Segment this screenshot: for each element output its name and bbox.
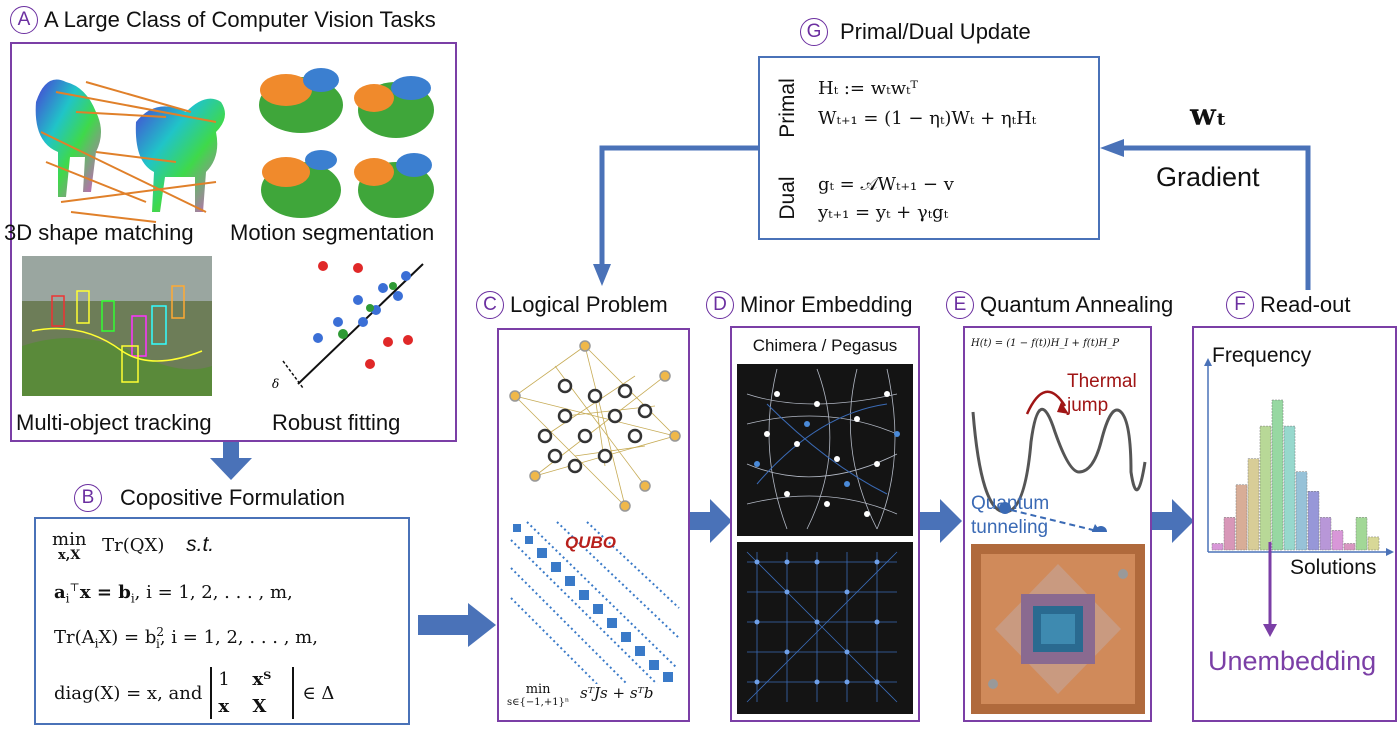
arrow-a-to-b — [210, 442, 252, 480]
robust-fitting-illustration: δ — [272, 261, 424, 391]
c-objective: min s∈{−1,+1}ⁿ sᵀJs + sᵀb — [507, 682, 654, 708]
histogram-bar — [1307, 491, 1320, 551]
histogram-bar — [1211, 543, 1224, 551]
section-c-letter: C — [476, 291, 504, 319]
histogram-bar — [1355, 517, 1368, 551]
section-b-box: min x,X Tr(QX) s.t. ai⊤x = bi, i = 1, 2,… — [34, 517, 410, 725]
histogram-bar — [1319, 517, 1332, 551]
f-xlabel: Solutions — [1290, 556, 1377, 579]
arrow-d-to-e — [920, 499, 962, 543]
section-f-title: F Read-out — [1226, 291, 1351, 319]
chimera-illustration — [737, 364, 913, 536]
section-g-title: G Primal/Dual Update — [800, 18, 1031, 46]
d-subtitle: Chimera / Pegasus — [752, 336, 898, 355]
gradient-label: Gradient — [1156, 162, 1260, 192]
section-c-title: C Logical Problem — [476, 291, 668, 319]
b-line-constraint-1: ai⊤x = bi, i = 1, 2, . . . , m, — [54, 581, 293, 606]
qubo-label: QUBO — [565, 533, 616, 552]
histogram-bar — [1247, 458, 1260, 551]
histogram-bar — [1235, 484, 1248, 551]
multi-object-tracking-illustration — [22, 256, 212, 396]
b-min: min — [52, 529, 87, 550]
section-f-box: Frequency Solutions Unembedding — [1192, 326, 1397, 722]
readout-histogram — [1204, 358, 1394, 556]
f-unembedding: Unembedding — [1208, 646, 1377, 676]
b-objective: Tr(QX) — [102, 535, 165, 556]
histogram-bar — [1331, 530, 1344, 551]
section-b-title: B Copositive Formulation — [74, 484, 345, 512]
quantum-chip-illustration — [971, 544, 1145, 714]
thermal-jump-label: Thermal jump — [1067, 371, 1137, 416]
task-label-shape-matching: 3D shape matching — [4, 220, 194, 245]
section-e-box: H(t) = (1 − f(t))H_I + f(t)H_P Thermal ju… — [963, 326, 1152, 722]
b-line-objective: min x,X Tr(QX) s.t. — [52, 531, 215, 563]
f-ylabel: Frequency — [1212, 344, 1312, 367]
arrow-g-to-c — [593, 145, 760, 286]
arrow-c-to-d — [690, 499, 732, 543]
section-g-heading: Primal/Dual Update — [840, 19, 1031, 44]
section-c-heading: Logical Problem — [510, 292, 668, 317]
energy-landscape-illustration — [971, 390, 1147, 532]
g-primal-label: Primal — [776, 78, 799, 138]
section-d-letter: D — [706, 291, 734, 319]
g-dual-eq-2: yₜ₊₁ = yₜ + γₜgₜ — [818, 202, 949, 223]
b-min-sub: x,X — [58, 548, 81, 563]
shape-matching-illustration — [35, 79, 225, 223]
section-d-box: Chimera / Pegasus — [730, 326, 920, 722]
task-label-robust-fitting: Robust fitting — [272, 410, 401, 435]
histogram-bar — [1295, 471, 1308, 551]
histogram-bars — [1211, 399, 1380, 551]
g-primal-eq-2: Wₜ₊₁ = (1 − ηₜ)Wₜ + ηₜHₜ — [818, 108, 1037, 129]
b-line-constraint-2: Tr(AiX) = b2i, i = 1, 2, . . . , m, — [54, 625, 318, 651]
quantum-tunneling-label: Quantum tunneling — [971, 493, 1050, 538]
section-f-letter: F — [1226, 291, 1254, 319]
section-b-letter: B — [74, 484, 102, 512]
arrow-b-to-c — [418, 603, 496, 647]
histogram-bar — [1223, 517, 1236, 551]
histogram-bar — [1343, 543, 1356, 551]
section-a-box: 3D shape matching Motion segmentation δ … — [4, 42, 457, 442]
section-a-letter: A — [10, 6, 38, 34]
section-a-heading: A Large Class of Computer Vision Tasks — [44, 7, 436, 32]
logical-graph-illustration — [509, 340, 681, 512]
section-g-box: Primal Dual Hₜ := wₜwₜᵀ Wₜ₊₁ = (1 − ηₜ)W… — [758, 56, 1100, 240]
task-label-tracking: Multi-object tracking — [16, 410, 212, 435]
section-e-letter: E — [946, 291, 974, 319]
arrow-e-to-f — [1152, 499, 1194, 543]
unembed-arrow — [1263, 542, 1277, 637]
section-b-heading: Copositive Formulation — [120, 485, 345, 510]
pegasus-illustration — [737, 542, 913, 714]
histogram-bar — [1259, 425, 1272, 551]
delta-symbol: δ — [272, 377, 279, 391]
section-e-title: E Quantum Annealing — [946, 291, 1173, 319]
g-primal-eq-1: Hₜ := wₜwₜᵀ — [818, 78, 918, 99]
section-c-box: QUBO min s∈{−1,+1}ⁿ sᵀJs + sᵀb — [497, 328, 690, 722]
arrow-f-to-g — [1100, 139, 1311, 290]
histogram-bar — [1271, 399, 1284, 551]
section-g-letter: G — [800, 18, 828, 46]
histogram-bar — [1283, 425, 1296, 551]
g-dual-label: Dual — [776, 176, 799, 220]
section-e-heading: Quantum Annealing — [980, 292, 1174, 317]
qubo-matrix-illustration: QUBO — [510, 521, 680, 684]
e-hamiltonian: H(t) = (1 − f(t))H_I + f(t)H_P — [971, 338, 1120, 349]
section-a-title: A A Large Class of Computer Vision Tasks — [10, 6, 436, 34]
motion-segmentation-illustration — [259, 68, 434, 218]
wt-label: wₜ — [1190, 98, 1227, 133]
histogram-bar — [1367, 536, 1380, 551]
section-d-title: D Minor Embedding — [706, 291, 912, 319]
section-d-heading: Minor Embedding — [740, 292, 913, 317]
b-st: s.t. — [186, 533, 215, 556]
section-f-heading: Read-out — [1260, 292, 1351, 317]
g-dual-eq-1: gₜ = 𝒜Wₜ₊₁ − v — [818, 174, 954, 195]
task-label-motion-segmentation: Motion segmentation — [230, 220, 435, 245]
